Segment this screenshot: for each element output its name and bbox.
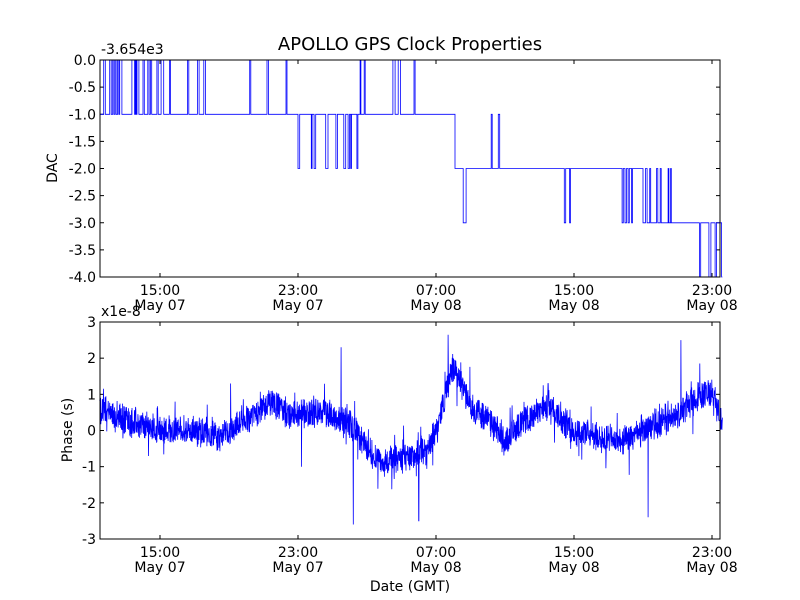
phase-x-axis-label: Date (GMT): [370, 579, 450, 595]
x-tick-time-label: 15:00: [554, 545, 594, 561]
y-tick-label: -4.0: [69, 270, 96, 286]
x-tick-date-label: May 08: [686, 298, 737, 314]
y-tick-label: 1: [87, 387, 96, 403]
phase-plot-frame: [99, 321, 721, 540]
x-tick-date-label: May 07: [134, 560, 185, 576]
x-tick-time-label: 07:00: [416, 283, 456, 299]
y-tick-label: -1.5: [69, 134, 96, 150]
y-tick-label: -2.5: [69, 189, 96, 205]
x-tick-time-label: 15:00: [140, 545, 180, 561]
x-tick-time-label: 23:00: [692, 545, 732, 561]
y-tick-label: -0.5: [69, 80, 96, 96]
x-tick-time-label: 23:00: [278, 545, 318, 561]
phase-offset-label: x1e-8: [101, 304, 141, 320]
dac-series-line: [99, 59, 723, 278]
x-tick-date-label: May 07: [134, 298, 185, 314]
phase-y-axis-label: Phase (s): [60, 398, 76, 462]
x-tick-date-label: May 08: [548, 560, 599, 576]
y-tick-label: -2.0: [69, 162, 96, 178]
x-tick-time-label: 23:00: [278, 283, 318, 299]
y-tick-label: -3.5: [69, 243, 96, 259]
dac-offset-label: -3.654e3: [101, 42, 164, 58]
x-tick-date-label: May 07: [272, 298, 323, 314]
y-tick-label: -3: [82, 532, 96, 548]
x-tick-date-label: May 08: [686, 560, 737, 576]
y-tick-label: -2: [82, 496, 96, 512]
y-tick-label: 3: [87, 315, 96, 331]
x-tick-date-label: May 08: [410, 560, 461, 576]
x-tick-date-label: May 07: [272, 560, 323, 576]
y-tick-label: -3.0: [69, 216, 96, 232]
dac-y-axis-label: DAC: [45, 153, 61, 183]
dac-panel: -3.654e3 DAC 0.0 -0.5 -1.0 -1.5 -2.0 -2.5 -3.0…: [45, 42, 738, 314]
dac-plot-frame: [99, 59, 721, 278]
phase-panel: x1e-8 Phase (s) Date (GMT) 3 2 1 0 -1 -2 -3 15:…: [60, 304, 738, 595]
chart-title: APOLLO GPS Clock Properties: [278, 34, 542, 55]
dac-ticks: 0.0 -0.5 -1.0 -1.5 -2.0 -2.5 -3.0 -3.5 -4.0 15:00…: [69, 53, 738, 314]
x-tick-time-label: 23:00: [692, 283, 732, 299]
y-tick-label: 2: [87, 351, 96, 367]
y-tick-label: -1.0: [69, 107, 96, 123]
x-tick-time-label: 15:00: [554, 283, 594, 299]
x-tick-time-label: 15:00: [140, 283, 180, 299]
x-tick-time-label: 07:00: [416, 545, 456, 561]
y-tick-label: 0: [87, 424, 96, 440]
y-tick-label: 0.0: [74, 53, 96, 69]
x-tick-date-label: May 08: [548, 298, 599, 314]
y-tick-label: -1: [82, 460, 96, 476]
x-tick-date-label: May 08: [410, 298, 461, 314]
phase-series-line: [99, 334, 723, 525]
